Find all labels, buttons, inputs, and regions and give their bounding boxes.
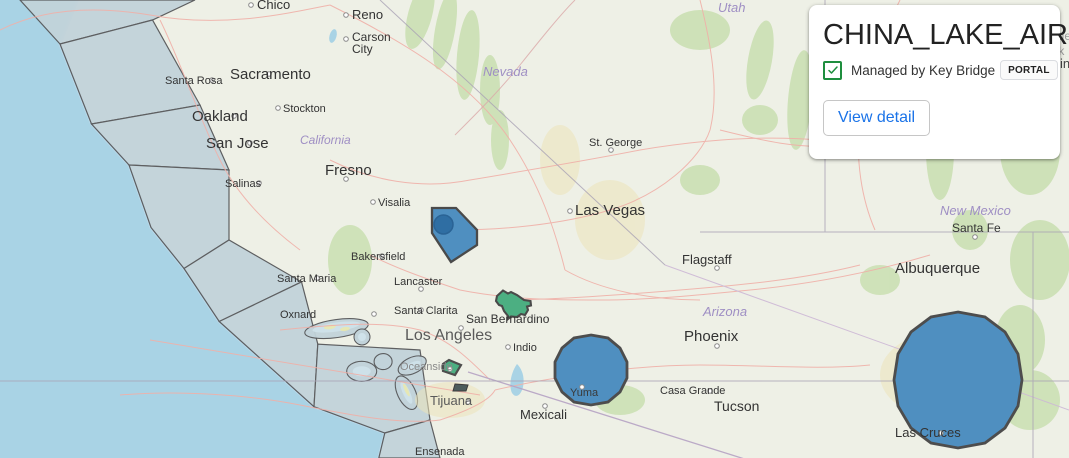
svg-text:Sacramento: Sacramento	[230, 66, 311, 83]
svg-text:Lancaster: Lancaster	[394, 276, 443, 288]
svg-text:Utah: Utah	[718, 0, 745, 15]
svg-text:Las Cruces: Las Cruces	[895, 425, 961, 440]
svg-text:Casa Grande: Casa Grande	[660, 385, 725, 397]
svg-text:Bakersfield: Bakersfield	[351, 251, 405, 263]
svg-text:Las Vegas: Las Vegas	[575, 202, 645, 219]
svg-text:ing: ing	[1060, 56, 1069, 71]
svg-text:Stockton: Stockton	[283, 103, 326, 115]
svg-text:Chico: Chico	[257, 0, 290, 12]
svg-text:Santa Maria: Santa Maria	[277, 273, 337, 285]
svg-text:Santa Clarita: Santa Clarita	[394, 305, 458, 317]
svg-text:California: California	[300, 133, 351, 147]
svg-text:Visalia: Visalia	[378, 197, 411, 209]
svg-text:Albuquerque: Albuquerque	[895, 260, 980, 277]
svg-text:Los Angeles: Los Angeles	[405, 327, 492, 344]
svg-text:Santa Rosa: Santa Rosa	[165, 75, 223, 87]
svg-text:Santa Fe: Santa Fe	[952, 221, 1001, 235]
svg-text:Reno: Reno	[352, 7, 383, 22]
svg-text:Phoenix: Phoenix	[684, 328, 739, 345]
svg-text:Fresno: Fresno	[325, 162, 372, 179]
svg-text:St. George: St. George	[589, 137, 642, 149]
svg-text:Oceanside: Oceanside	[400, 361, 453, 373]
svg-text:Flagstaff: Flagstaff	[682, 252, 732, 267]
svg-text:San Jose: San Jose	[206, 135, 269, 152]
svg-text:Oakland: Oakland	[192, 108, 248, 125]
svg-text:Tucson: Tucson	[714, 398, 759, 414]
svg-text:Yuma: Yuma	[570, 387, 599, 399]
svg-text:City: City	[352, 42, 373, 56]
svg-text:Oxnard: Oxnard	[280, 309, 316, 321]
svg-text:Salinas: Salinas	[225, 178, 262, 190]
svg-text:Tijuana: Tijuana	[430, 393, 473, 408]
svg-text:San Bernardino: San Bernardino	[466, 312, 550, 326]
svg-text:Nevada: Nevada	[483, 64, 528, 79]
svg-text:Mexicali: Mexicali	[520, 407, 567, 422]
svg-text:New Mexico: New Mexico	[940, 203, 1011, 218]
svg-text:Arizona: Arizona	[702, 304, 747, 319]
svg-text:Indio: Indio	[513, 342, 537, 354]
svg-text:Ensenada: Ensenada	[415, 446, 465, 458]
